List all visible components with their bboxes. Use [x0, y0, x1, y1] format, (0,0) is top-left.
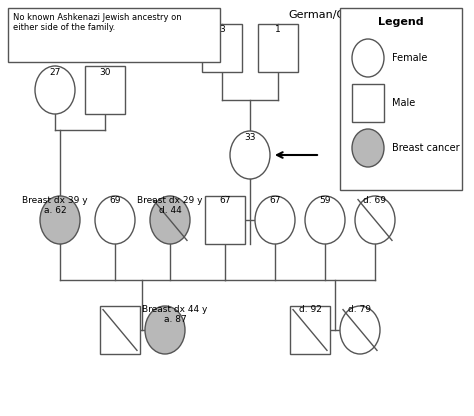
- Text: No known Ashkenazi Jewish ancestry on
either side of the family.: No known Ashkenazi Jewish ancestry on ei…: [13, 13, 182, 32]
- FancyBboxPatch shape: [85, 66, 125, 114]
- Ellipse shape: [150, 196, 190, 244]
- Text: 33: 33: [244, 133, 256, 142]
- Ellipse shape: [40, 196, 80, 244]
- Ellipse shape: [352, 129, 384, 167]
- Text: 67: 67: [269, 196, 281, 205]
- FancyBboxPatch shape: [340, 8, 462, 190]
- Text: 30: 30: [99, 68, 111, 77]
- Text: Irish/Scottish: Irish/Scottish: [112, 10, 184, 20]
- Text: Breast dx 39 y
a. 62: Breast dx 39 y a. 62: [22, 196, 88, 215]
- Text: 3: 3: [219, 25, 225, 34]
- Text: 1: 1: [275, 25, 281, 34]
- Ellipse shape: [95, 196, 135, 244]
- FancyBboxPatch shape: [100, 306, 140, 354]
- Ellipse shape: [230, 131, 270, 179]
- FancyBboxPatch shape: [290, 306, 330, 354]
- Text: d. 79: d. 79: [348, 305, 372, 314]
- Text: Breast dx 29 y
d. 44: Breast dx 29 y d. 44: [137, 196, 203, 215]
- Ellipse shape: [305, 196, 345, 244]
- Ellipse shape: [255, 196, 295, 244]
- Ellipse shape: [145, 306, 185, 354]
- Text: Male: Male: [392, 98, 415, 108]
- Text: 59: 59: [319, 196, 331, 205]
- Ellipse shape: [352, 39, 384, 77]
- Text: Breast cancer: Breast cancer: [392, 143, 460, 153]
- Text: Female: Female: [392, 53, 428, 63]
- Text: German/German: German/German: [288, 10, 382, 20]
- Text: d. 92: d. 92: [299, 305, 321, 314]
- Text: 27: 27: [49, 68, 61, 77]
- FancyBboxPatch shape: [202, 24, 242, 72]
- FancyBboxPatch shape: [258, 24, 298, 72]
- Text: 69: 69: [109, 196, 121, 205]
- FancyBboxPatch shape: [8, 8, 220, 62]
- Text: d. 69: d. 69: [364, 196, 386, 205]
- FancyBboxPatch shape: [352, 84, 384, 122]
- Ellipse shape: [35, 66, 75, 114]
- Text: Legend: Legend: [378, 17, 424, 27]
- FancyBboxPatch shape: [205, 196, 245, 244]
- Ellipse shape: [340, 306, 380, 354]
- Text: Breast dx 44 y
a. 87: Breast dx 44 y a. 87: [142, 305, 208, 324]
- Ellipse shape: [355, 196, 395, 244]
- Text: 67: 67: [219, 196, 231, 205]
